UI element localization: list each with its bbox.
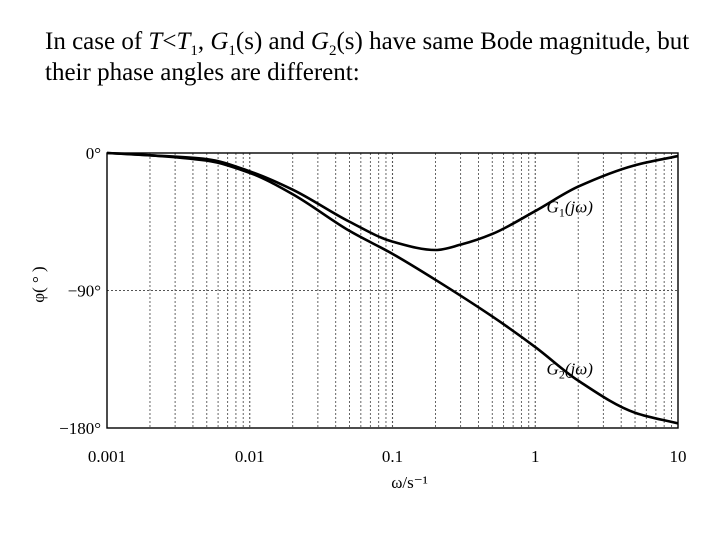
- caption-text: In case of: [45, 28, 149, 55]
- x-axis-label: ω/s⁻¹: [391, 473, 428, 492]
- series-label-g1: G1(jω): [547, 197, 594, 219]
- series-label-sub: 1: [559, 205, 565, 219]
- series-line-g2: [106, 151, 679, 425]
- caption-text: (s) have same Bode magnitude, but their …: [45, 28, 690, 86]
- series-label-g: G: [547, 359, 559, 378]
- caption-var-t1: T: [176, 28, 191, 55]
- slide-caption: In case of T<T1, G1(s) and G2(s) have sa…: [45, 26, 705, 88]
- y-tick-label: 0°: [86, 144, 101, 163]
- caption-text: (s) and: [235, 28, 311, 55]
- caption-lt: <: [162, 28, 177, 55]
- plot-frame: [106, 152, 679, 429]
- x-tick-label: 10: [670, 447, 687, 466]
- curve-layer: [106, 151, 679, 425]
- caption-var-t: T: [148, 28, 163, 55]
- series-label-g2: G2(jω): [547, 359, 594, 381]
- x-tick-label: 0.01: [235, 447, 265, 466]
- series-label-g: G: [547, 197, 559, 216]
- grid-layer: [107, 153, 678, 428]
- caption-sub: 1: [228, 43, 236, 59]
- x-tick-label: 0.001: [88, 447, 126, 466]
- caption-sub: 1: [190, 43, 198, 59]
- series-label-arg: (jω): [565, 197, 593, 216]
- y-tick-label: −90°: [68, 282, 101, 301]
- x-tick-label: 0.1: [382, 447, 403, 466]
- caption-comma: ,: [197, 28, 211, 55]
- y-axis-label: φ( ° ): [29, 266, 48, 302]
- y-tick-label: −180°: [59, 419, 101, 438]
- caption-sub: 2: [328, 43, 337, 59]
- caption-var-g2: G: [310, 28, 329, 55]
- series-line-g1: [106, 151, 679, 252]
- axis-layer: 0.001 0.01 0.1 1 100°−90°−180°ω/s⁻¹φ( ° )G1(…: [29, 144, 687, 492]
- series-label-sub: 2: [559, 367, 565, 381]
- series-label-arg: (jω): [565, 359, 593, 378]
- x-tick-label: 1: [531, 447, 540, 466]
- caption-var-g1: G: [210, 28, 229, 55]
